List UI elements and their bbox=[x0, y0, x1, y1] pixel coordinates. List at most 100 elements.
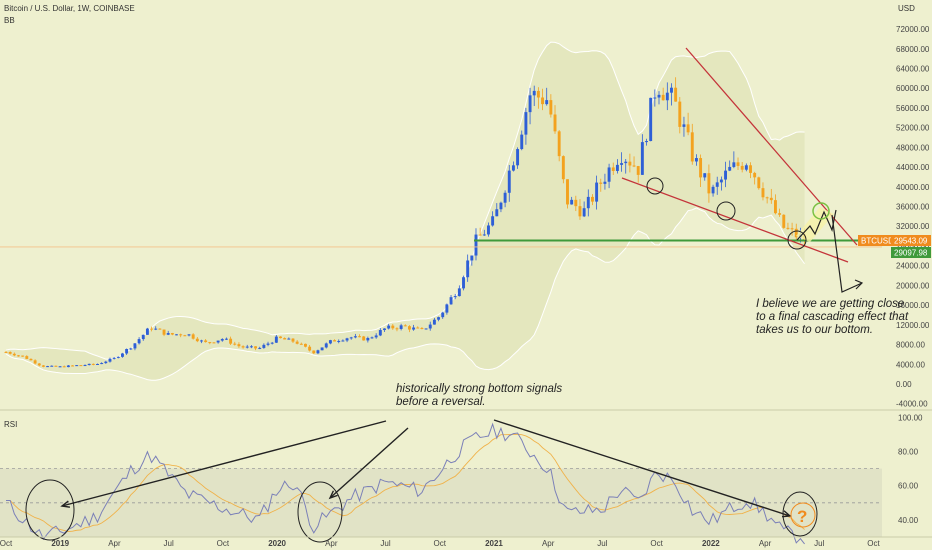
candle-body bbox=[83, 365, 87, 367]
candle-body bbox=[632, 165, 636, 167]
price-tick-label: 16000.00 bbox=[896, 301, 930, 310]
projection-arrowhead bbox=[854, 279, 864, 290]
candle-body bbox=[33, 360, 37, 364]
candle-body bbox=[245, 346, 249, 348]
candle-body bbox=[121, 353, 124, 357]
candle-body bbox=[503, 192, 507, 203]
time-tick-label: Apr bbox=[108, 539, 121, 548]
candle-body bbox=[46, 366, 50, 368]
candle-body bbox=[507, 170, 511, 193]
time-tick-label: 2020 bbox=[268, 539, 286, 548]
candle-body bbox=[154, 328, 158, 330]
candle-body bbox=[495, 209, 499, 217]
cascade-note: I believe we are getting close to a fina… bbox=[756, 298, 908, 337]
price-tick-label: 48000.00 bbox=[896, 143, 930, 152]
candle-body bbox=[96, 363, 99, 365]
time-tick-label: 2019 bbox=[51, 539, 69, 548]
candle-body bbox=[794, 228, 798, 238]
candle-body bbox=[595, 182, 599, 202]
candle-body bbox=[615, 164, 619, 171]
rsi-bottom-circle bbox=[25, 479, 75, 541]
candle-body bbox=[590, 196, 594, 202]
candle-body bbox=[520, 134, 524, 150]
time-tick-label: Oct bbox=[434, 539, 447, 548]
target-circle bbox=[812, 202, 830, 220]
projection-arrow bbox=[831, 214, 863, 293]
candle-body bbox=[274, 336, 278, 343]
candle-body bbox=[403, 325, 407, 327]
candle-body bbox=[129, 348, 133, 350]
time-tick-label: Jul bbox=[597, 539, 607, 548]
candle-body bbox=[341, 340, 345, 342]
candle-body bbox=[449, 297, 453, 305]
candle-body bbox=[66, 365, 70, 368]
price-tick-label: 8000.00 bbox=[896, 341, 925, 350]
candle-body bbox=[570, 199, 574, 205]
candle-body bbox=[370, 337, 374, 339]
candle-body bbox=[524, 112, 528, 135]
candle-body bbox=[511, 165, 515, 171]
candle-body bbox=[37, 363, 41, 366]
candle-body bbox=[50, 365, 54, 367]
candle-body bbox=[719, 179, 723, 183]
candle-body bbox=[599, 182, 603, 184]
candle-body bbox=[640, 142, 644, 175]
price-tick-label: 0.00 bbox=[896, 380, 912, 389]
price-tick-label: 68000.00 bbox=[896, 45, 930, 54]
candle-body bbox=[428, 324, 432, 329]
cascade-note-line: takes us to our bottom. bbox=[756, 324, 873, 336]
candle-body bbox=[649, 97, 653, 142]
candle-body bbox=[79, 365, 83, 367]
candle-body bbox=[769, 197, 773, 201]
rsi-arrow bbox=[61, 420, 387, 507]
candle-body bbox=[299, 343, 303, 345]
candle-body bbox=[786, 227, 790, 229]
price-tick-label: 40000.00 bbox=[896, 183, 930, 192]
symbol-tag-bg bbox=[858, 235, 891, 246]
candle-body bbox=[586, 196, 590, 209]
candle-body bbox=[499, 202, 503, 210]
last-price-tag-bg bbox=[891, 235, 931, 246]
candle-body bbox=[216, 340, 220, 343]
candle-body bbox=[678, 101, 682, 127]
candle-body bbox=[91, 363, 95, 365]
candle-body bbox=[266, 343, 270, 345]
candle-body bbox=[532, 90, 536, 96]
candle-body bbox=[125, 348, 129, 354]
candle-body bbox=[200, 340, 203, 342]
candle-body bbox=[100, 363, 104, 365]
candle-body bbox=[686, 124, 690, 133]
candle-body bbox=[378, 330, 382, 336]
candle-body bbox=[603, 181, 607, 184]
candle-body bbox=[353, 336, 357, 338]
candle-body bbox=[8, 351, 12, 354]
candle-body bbox=[487, 225, 490, 235]
candle-body bbox=[58, 366, 62, 368]
candle-body bbox=[620, 163, 624, 165]
candle-body bbox=[536, 90, 540, 98]
candle-body bbox=[349, 337, 353, 339]
candle-body bbox=[699, 158, 703, 178]
candle-body bbox=[765, 197, 769, 199]
candle-body bbox=[233, 343, 237, 345]
candle-body bbox=[736, 162, 740, 166]
candle-body bbox=[304, 343, 307, 347]
candle-body bbox=[674, 87, 678, 102]
candle-body bbox=[137, 339, 141, 344]
bottom-circle bbox=[646, 177, 664, 195]
band-fill bbox=[6, 42, 805, 381]
candle-body bbox=[541, 97, 544, 105]
projection-channel bbox=[796, 207, 834, 242]
candle-body bbox=[773, 200, 777, 214]
candles bbox=[4, 77, 807, 368]
candle-body bbox=[445, 304, 449, 313]
candle-body bbox=[25, 356, 29, 359]
candle-body bbox=[561, 156, 565, 180]
candle-body bbox=[432, 319, 436, 325]
candle-body bbox=[162, 329, 166, 335]
candle-body bbox=[316, 350, 320, 354]
price-tick-label: 12000.00 bbox=[896, 321, 930, 330]
candle-body bbox=[391, 325, 395, 329]
time-tick-label: Apr bbox=[542, 539, 555, 548]
candle-body bbox=[420, 328, 424, 330]
